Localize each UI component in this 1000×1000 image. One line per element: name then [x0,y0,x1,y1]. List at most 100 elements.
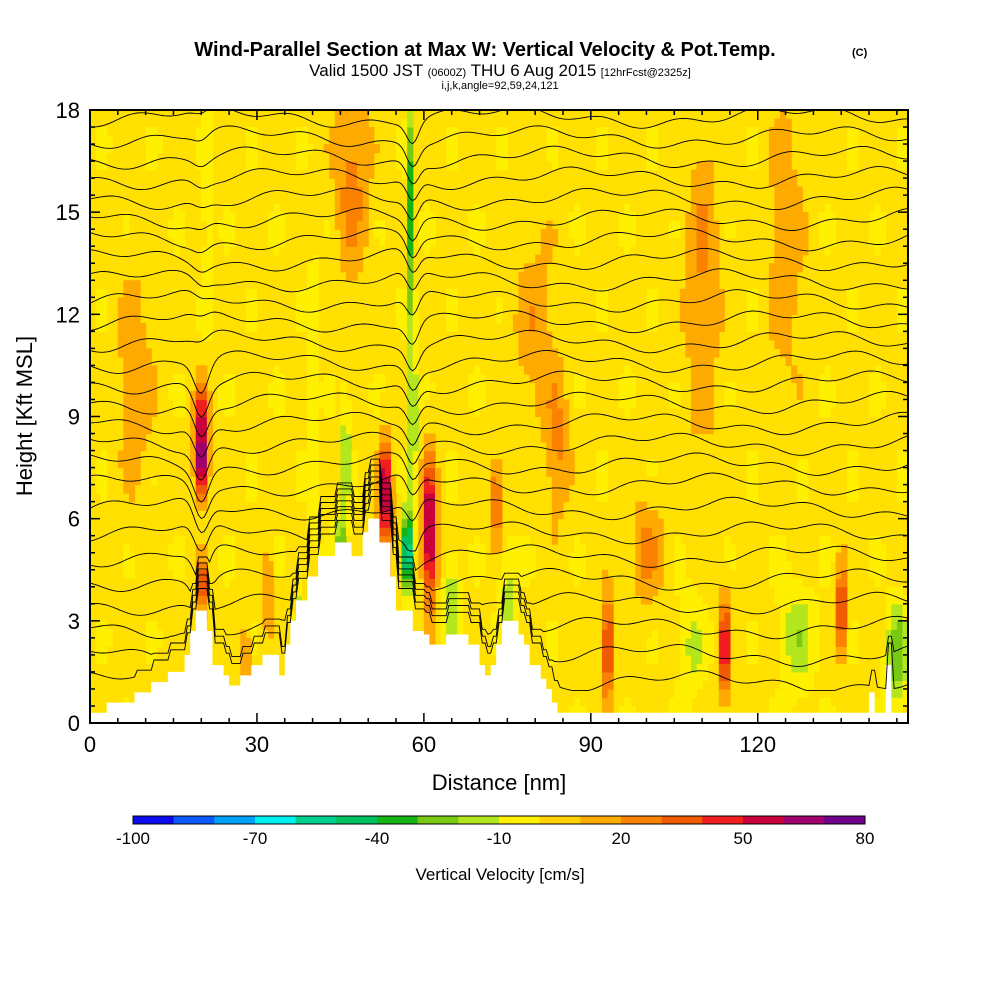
vv-cell [145,348,152,358]
vv-cell [646,569,653,579]
vv-cell [134,339,141,349]
vv-cell [635,527,642,537]
vv-cell [128,476,136,486]
vv-cell [418,212,425,222]
vv-cell [345,263,353,273]
vv-cell [412,322,419,332]
vv-cell [852,161,859,171]
vv-cell [785,246,792,256]
vv-cell [846,476,853,486]
vv-cell [846,127,853,137]
colorbar-swatch [580,816,622,824]
vv-cell [852,144,859,154]
vv-cell [451,305,458,315]
vv-cell [607,680,614,690]
vv-cell [718,603,725,613]
vv-cell [407,212,414,222]
vv-cell [412,314,419,324]
vv-cell [95,637,102,647]
vv-cell [601,697,609,707]
isentrope-line [90,166,908,202]
vv-cell [546,127,553,137]
vv-cell [702,603,709,613]
vv-cell [206,271,214,281]
vv-cell [518,544,525,554]
vv-cell [880,552,887,562]
vv-cell [746,450,753,460]
vv-cell [490,527,497,537]
vv-cell [312,322,319,332]
vv-cell [496,127,503,137]
vv-cell [557,467,564,477]
vv-cell [846,637,853,647]
vv-cell [574,373,581,384]
vv-cell [429,212,436,222]
vv-cell [195,425,202,435]
vv-cell [696,425,703,435]
vv-cell [685,212,692,222]
vv-cell [312,501,319,511]
vv-cell [379,493,386,503]
vv-cell [841,637,848,647]
vv-cell [774,212,781,222]
vv-cell [323,229,330,239]
vv-cell [657,552,664,562]
vv-cell [880,561,887,571]
vv-cell [679,612,687,622]
vv-cell [601,569,609,579]
vv-cell [507,612,514,622]
vv-cell [646,314,653,324]
vv-cell [345,237,353,247]
vv-cell [229,407,236,418]
vv-cell [818,390,826,401]
section-indices: i,j,k,angle=92,59,24,121 [441,80,558,92]
vv-cell [601,663,609,673]
vv-cell [151,399,158,409]
vv-cell [128,467,136,477]
vv-cell [396,135,403,145]
vv-cell [690,671,698,682]
vv-cell [902,297,908,307]
vv-cell [568,561,575,571]
vv-cell [273,544,280,554]
vv-cell [518,331,525,341]
vv-cell [902,450,908,460]
vv-cell [384,450,392,460]
vv-cell [195,467,202,477]
vv-cell [874,373,881,384]
vv-cell [340,110,347,120]
vv-cell [229,390,236,401]
vv-cell [340,152,347,162]
vv-cell [785,663,792,673]
vv-cell [791,186,798,196]
vv-cell [540,305,547,315]
vv-cell [279,399,286,409]
vv-cell [329,518,336,528]
vv-cell [345,127,353,137]
vv-cell [106,637,113,647]
vv-cell [685,271,692,281]
vv-cell [179,535,186,545]
vv-cell [401,314,408,324]
vv-cell [117,339,124,349]
vv-cell [607,629,614,639]
vv-cell [707,305,714,315]
vv-cell [830,399,837,409]
vv-cell [791,305,798,315]
colorbar-swatch [214,816,256,824]
vv-cell [418,237,425,247]
vv-cell [557,501,564,511]
vv-cell [824,407,831,418]
vv-cell [896,305,904,315]
vv-cell [830,705,837,716]
vv-cell [551,484,559,494]
vv-cell [95,127,102,137]
isentrope-line [90,452,908,503]
vv-cell [846,467,853,477]
vv-cell [635,586,642,596]
vv-cell [752,135,759,145]
vv-cell [768,314,776,324]
vv-cell [780,348,787,358]
vv-cell [229,569,236,579]
vv-cell [418,459,425,469]
